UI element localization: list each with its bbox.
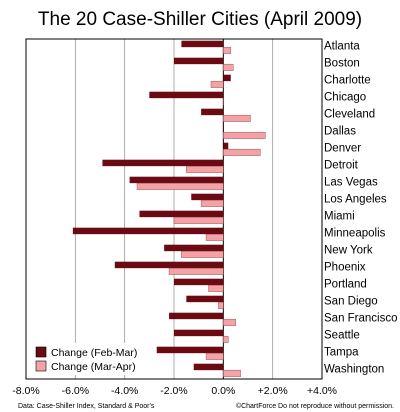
category-label: Phoenix: [324, 262, 366, 274]
bar-phoenix-s2: [168, 267, 224, 275]
bar-seattle-s1: [174, 329, 224, 337]
bar-miami-s1: [139, 210, 224, 218]
legend-label: Change (Feb-Mar): [51, 347, 137, 359]
bar-washington-s2: [223, 369, 241, 377]
bar-new-york-s1: [164, 244, 224, 252]
x-tick-label: 0.0%: [211, 385, 235, 397]
category-labels: Atlanta Boston Charlotte Chicago Cleveland Da…: [323, 39, 399, 377]
source-note: Data: Case-Shiller Index, Standard & Poo…: [18, 403, 155, 410]
category-label: Seattle: [324, 330, 360, 342]
category-label: Charlotte: [324, 75, 371, 87]
bar-boston-s2: [223, 63, 234, 71]
x-tick-label: -4.0%: [111, 385, 138, 397]
bar-charlotte-s2: [210, 80, 224, 88]
category-label: Washington: [324, 364, 384, 376]
bar-las-vegas-s2: [136, 182, 224, 190]
bar-denver-s2: [223, 148, 261, 156]
x-tick-label: +4.0%: [307, 385, 337, 397]
x-tick-label: +2.0%: [258, 385, 288, 397]
bar-atlanta-s1: [181, 40, 224, 48]
bar-detroit-s2: [186, 165, 224, 173]
bar-phoenix-s1: [114, 261, 224, 269]
category-label: Detroit: [324, 160, 359, 172]
bar-portland-s2: [208, 284, 224, 292]
bar-las-vegas-s1: [129, 176, 224, 184]
legend-box: [33, 343, 155, 375]
plot-frame: [25, 38, 323, 380]
bar-cleveland-s1: [201, 108, 224, 116]
bar-dallas-s1: [223, 125, 224, 133]
category-label: San Diego: [324, 296, 378, 308]
bar-detroit-s1: [102, 159, 224, 167]
bar-chicago-s2: [223, 97, 225, 105]
chart-title: The 20 Case-Shiller Cities (April 2009): [38, 9, 362, 30]
x-tick-label: -2.0%: [160, 385, 187, 397]
category-label: Miami: [324, 211, 355, 223]
bar-los-angeles-s1: [191, 193, 224, 201]
bar-denver-s1: [223, 142, 229, 150]
category-label: Boston: [324, 58, 360, 70]
grid-lines: [74, 39, 274, 379]
legend-label: Change (Mar-Apr): [51, 361, 136, 373]
x-tick-label: -6.0%: [62, 385, 89, 397]
bar-san-francisco-s2: [223, 318, 236, 326]
bar-portland-s1: [174, 278, 224, 286]
legend: Change (Feb-Mar) Change (Mar-Apr): [33, 343, 155, 375]
category-label: Dallas: [324, 126, 356, 138]
credit-note: ©ChartForce Do not reproduce without per…: [236, 402, 394, 410]
bar-minneapolis-s2: [205, 233, 224, 241]
bar-san-diego-s2: [218, 301, 224, 309]
category-label: Tampa: [324, 347, 359, 359]
bar-chicago-s1: [149, 91, 224, 99]
category-label: Portland: [324, 279, 367, 291]
x-tick-label: -8.0%: [12, 385, 39, 397]
category-label: Los Angeles: [324, 194, 387, 206]
bars: [72, 40, 266, 377]
category-label: San Francisco: [324, 313, 398, 325]
bar-tampa-s2: [205, 352, 224, 360]
bar-washington-s1: [193, 363, 224, 371]
bar-los-angeles-s2: [200, 199, 224, 207]
bar-charlotte-s1: [223, 74, 231, 82]
bar-boston-s1: [174, 57, 224, 65]
category-label: New York: [324, 245, 373, 257]
legend-swatch: [35, 346, 47, 358]
bar-minneapolis-s1: [72, 227, 224, 235]
bar-san-diego-s1: [186, 295, 224, 303]
category-label: Cleveland: [324, 109, 375, 121]
x-axis-ticks: -8.0% -6.0% -4.0% -2.0% 0.0% +2.0% +4.0%: [12, 385, 337, 397]
category-label: Atlanta: [324, 41, 360, 53]
bar-new-york-s2: [181, 250, 224, 258]
bar-miami-s2: [173, 216, 224, 224]
bar-san-francisco-s1: [169, 312, 224, 320]
category-label: Denver: [324, 143, 361, 155]
bar-cleveland-s2: [223, 114, 251, 122]
category-label: Las Vegas: [324, 177, 378, 189]
bar-seattle-s2: [223, 335, 229, 343]
bar-tampa-s1: [156, 346, 224, 354]
legend-swatch: [35, 360, 47, 372]
category-label: Minneapolis: [324, 228, 386, 240]
category-label: Chicago: [324, 92, 366, 104]
bar-dallas-s2: [223, 131, 266, 139]
bar-atlanta-s2: [223, 46, 231, 54]
